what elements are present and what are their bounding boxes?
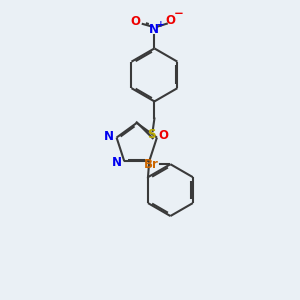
- Text: S: S: [147, 128, 156, 141]
- Text: O: O: [158, 129, 168, 142]
- Text: −: −: [174, 7, 184, 20]
- Text: +: +: [157, 20, 165, 29]
- Text: O: O: [131, 15, 141, 28]
- Text: N: N: [149, 23, 159, 36]
- Text: N: N: [104, 130, 114, 142]
- Text: Br: Br: [143, 158, 158, 171]
- Text: N: N: [112, 156, 122, 169]
- Text: O: O: [165, 14, 175, 27]
